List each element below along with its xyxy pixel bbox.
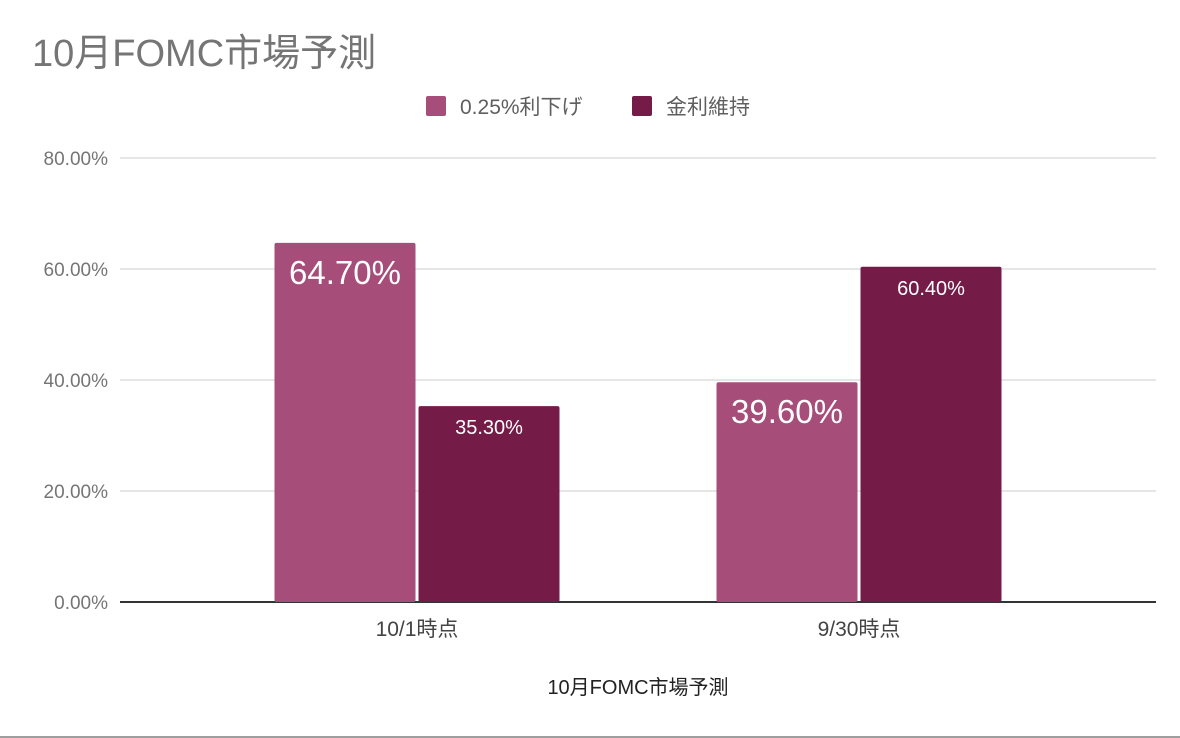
y-tick-label: 60.00% <box>44 260 109 281</box>
legend-swatch <box>632 96 652 116</box>
x-axis-categories: 10/1時点 9/30時点 <box>376 618 901 641</box>
legend: 0.25%利下げ 金利維持 <box>426 96 750 119</box>
x-category-label: 9/30時点 <box>818 618 901 641</box>
y-axis-ticks: 0.00% 20.00% 40.00% 60.00% 80.00% <box>44 149 109 614</box>
y-tick-label: 0.00% <box>54 593 108 614</box>
bar-value-label: 39.60% <box>731 393 843 430</box>
legend-label: 金利維持 <box>666 96 750 119</box>
bars <box>274 242 1002 603</box>
legend-label: 0.25%利下げ <box>460 96 583 119</box>
bar-cut-0 <box>274 242 416 603</box>
bar-value-label: 35.30% <box>455 417 523 439</box>
bar-value-label: 60.40% <box>897 278 965 300</box>
y-tick-label: 20.00% <box>44 482 109 503</box>
y-tick-label: 80.00% <box>44 149 109 170</box>
x-axis-label: 10月FOMC市場予測 <box>547 676 728 699</box>
bar-value-label: 64.70% <box>289 254 401 291</box>
bottom-divider <box>0 736 1180 738</box>
y-tick-label: 40.00% <box>44 371 109 392</box>
chart-title: 10月FOMC市場予測 <box>32 33 377 75</box>
x-category-label: 10/1時点 <box>376 618 459 641</box>
bar-cut-1 <box>716 382 858 602</box>
legend-swatch <box>426 96 446 116</box>
bar-hold-0 <box>418 406 560 602</box>
bar-hold-1 <box>860 266 1002 602</box>
data-labels: 64.70% 35.30% 39.60% 60.40% <box>289 254 965 439</box>
